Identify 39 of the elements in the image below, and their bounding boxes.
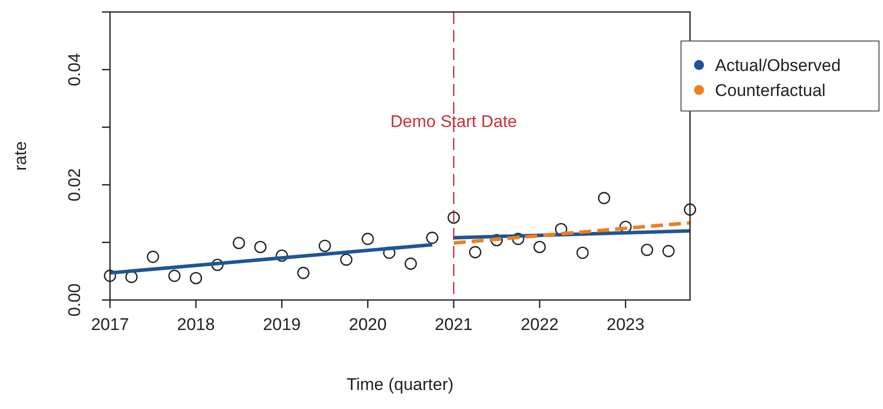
point xyxy=(598,192,610,204)
point xyxy=(512,232,524,246)
point xyxy=(640,244,654,256)
x-tick-label: 2019 xyxy=(262,315,301,334)
point xyxy=(190,272,202,284)
point xyxy=(362,232,374,246)
y-tick-label: 0.02 xyxy=(65,168,84,202)
x-tick-label: 2023 xyxy=(606,315,644,334)
x-tick-label: 2021 xyxy=(434,315,473,334)
point xyxy=(619,220,632,233)
point xyxy=(276,250,288,262)
point xyxy=(318,240,331,252)
point xyxy=(297,266,310,280)
point xyxy=(104,270,116,282)
point xyxy=(448,211,460,224)
y-axis-title: rate xyxy=(11,141,30,171)
y-tick-label: 0.00 xyxy=(65,283,84,317)
point xyxy=(168,270,181,282)
point xyxy=(684,203,696,216)
point xyxy=(662,244,675,258)
legend-label: Actual/Observed xyxy=(715,56,841,75)
point xyxy=(469,246,482,258)
point xyxy=(340,254,352,266)
x-tick-label: 2020 xyxy=(348,315,387,334)
point xyxy=(232,236,246,250)
legend-label: Counterfactual xyxy=(715,81,826,100)
y-tick-label: 0.04 xyxy=(65,53,84,86)
ref-line-label: Demo Start Date xyxy=(390,112,518,132)
point xyxy=(211,258,224,272)
point xyxy=(146,250,160,263)
x-tick-label: 2022 xyxy=(520,315,559,334)
point xyxy=(426,232,438,244)
x-axis-title: Time (quarter) xyxy=(346,375,454,394)
point xyxy=(576,246,589,259)
point xyxy=(254,240,267,254)
x-tick-label: 2017 xyxy=(91,315,129,334)
point xyxy=(404,258,417,270)
point xyxy=(533,240,546,254)
x-tick-label: 2018 xyxy=(177,315,215,334)
